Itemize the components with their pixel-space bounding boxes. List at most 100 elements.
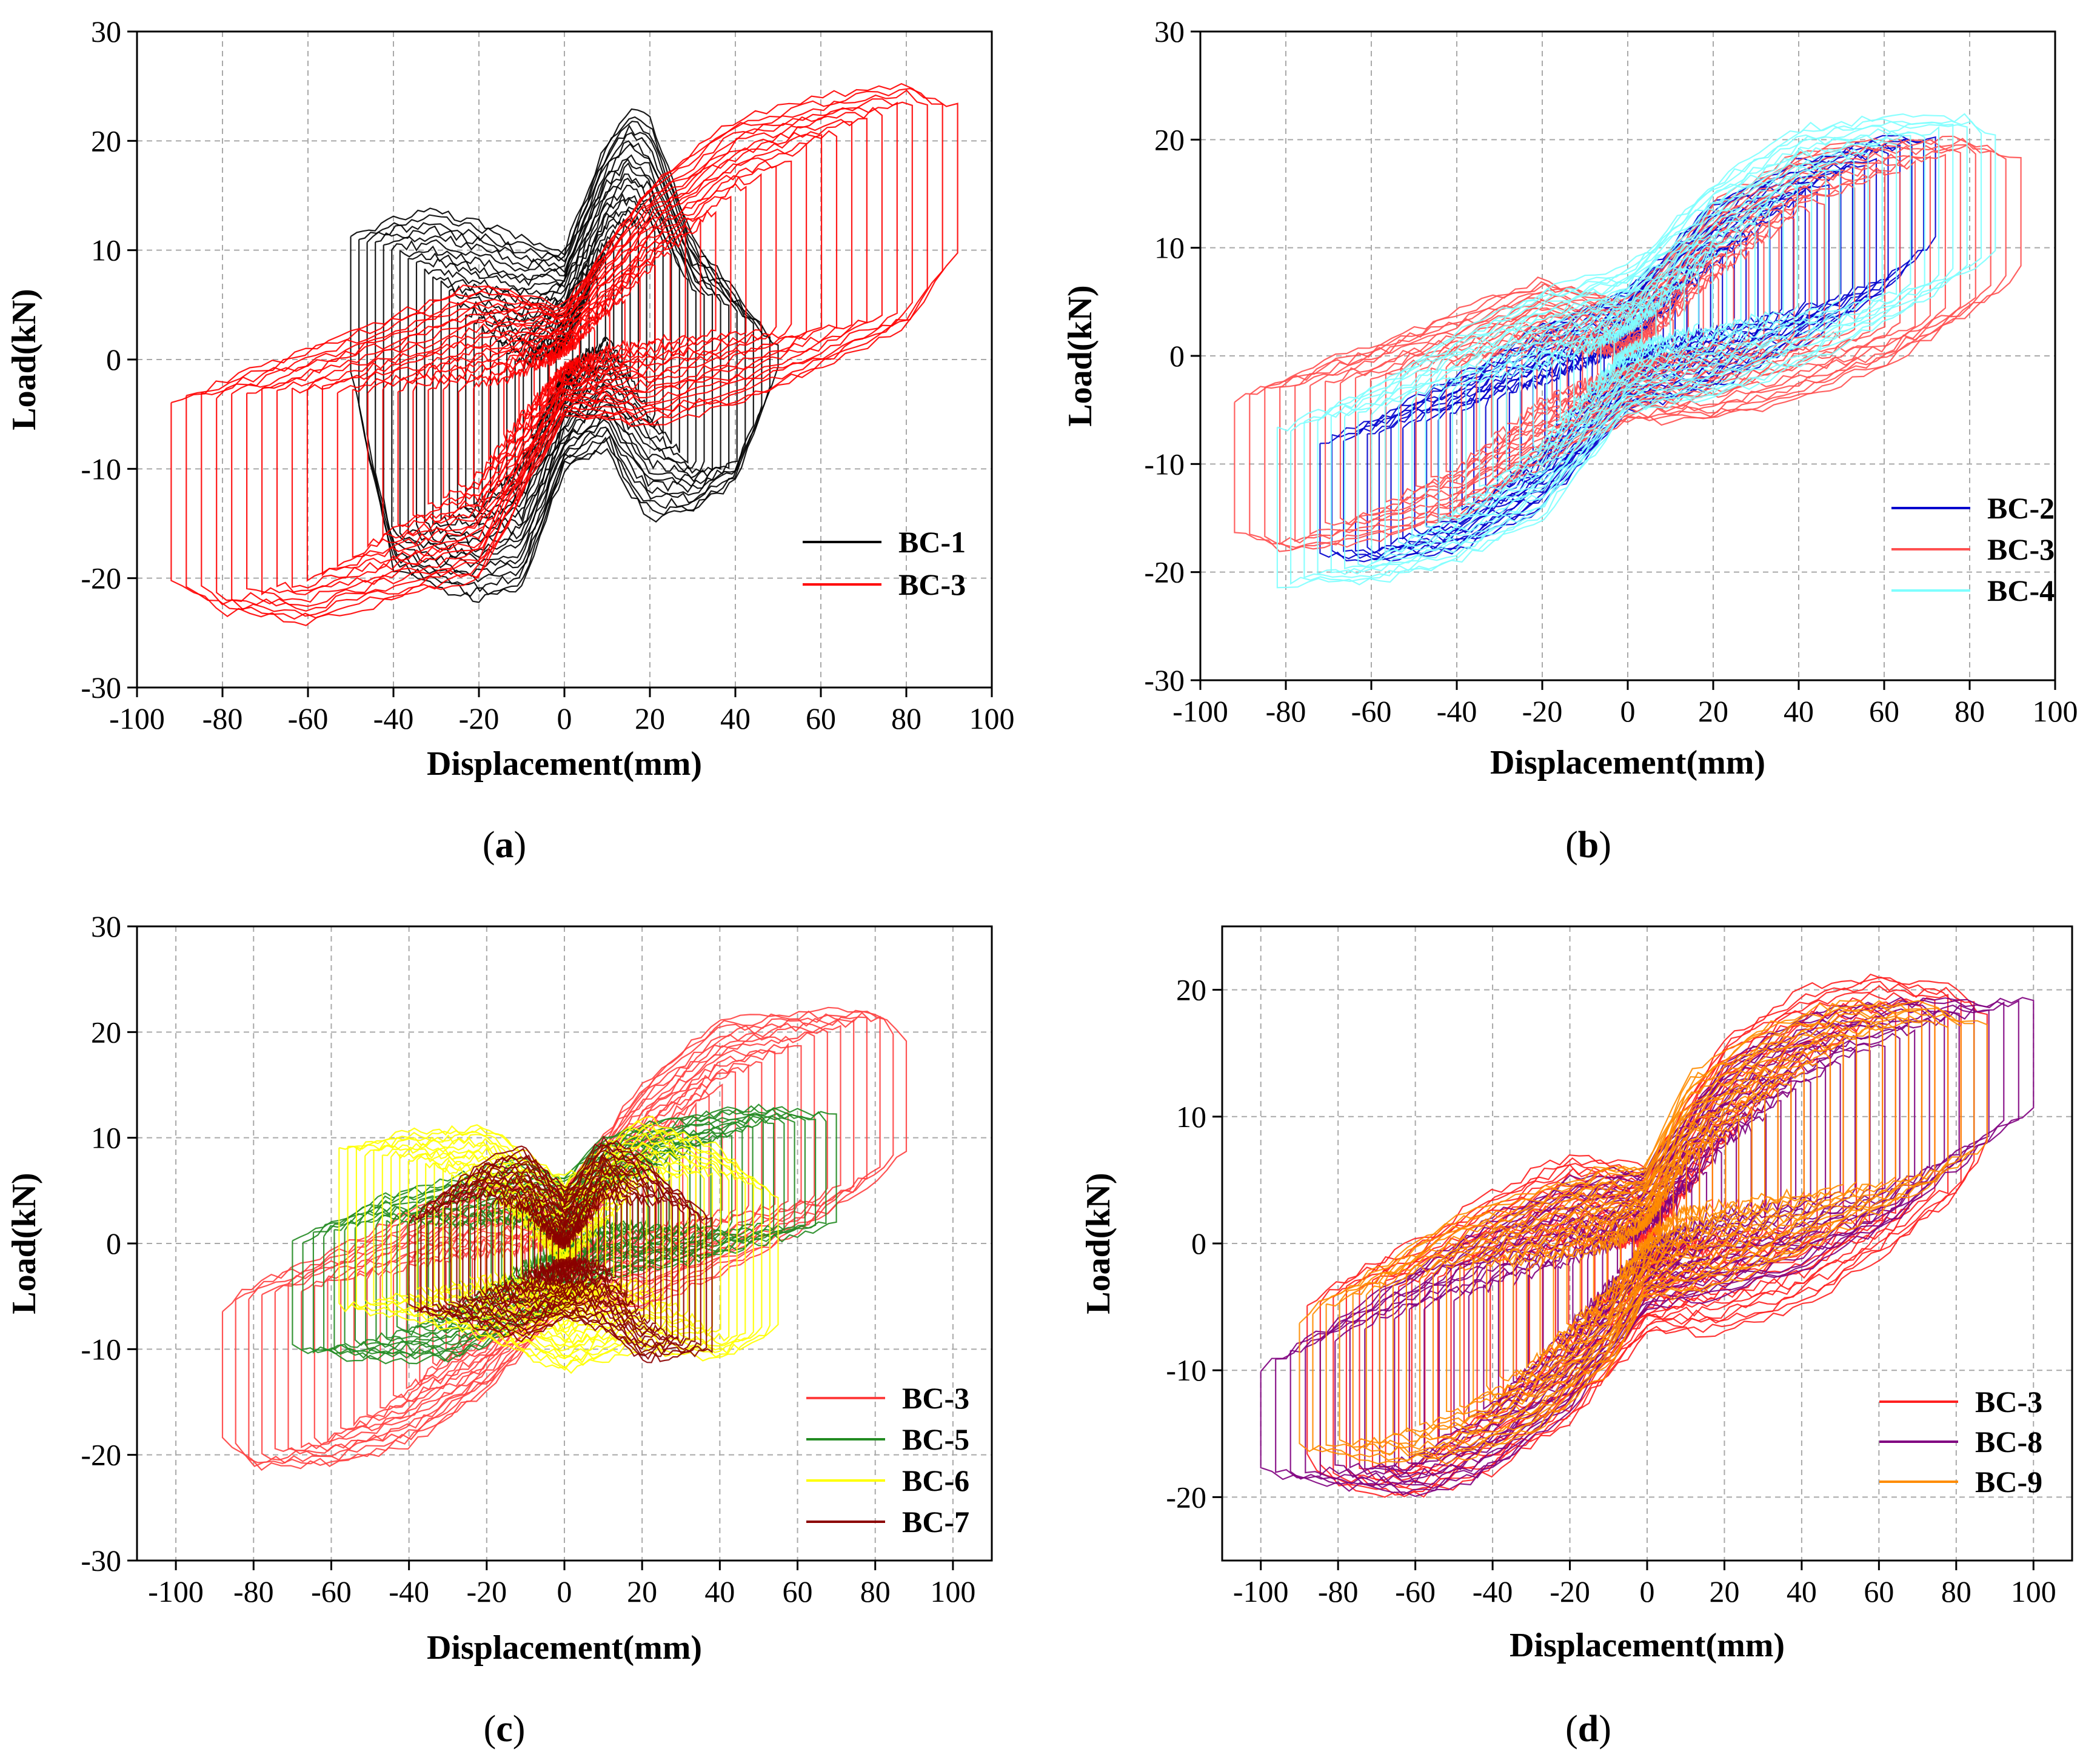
hysteresis-loop (1352, 1011, 1936, 1450)
x-axis-title: Displacement(mm) (427, 745, 702, 783)
x-tick-label: 40 (1784, 694, 1814, 728)
x-tick-label: 60 (1864, 1574, 1894, 1608)
hysteresis-loop (350, 108, 779, 603)
y-tick-label: 10 (1176, 1100, 1206, 1134)
hysteresis-loop (276, 121, 853, 593)
panel-letter: a (495, 825, 514, 866)
plot-area-c (221, 1006, 908, 1471)
hysteresis-loop (1275, 999, 2019, 1496)
hysteresis-loop (248, 1011, 881, 1464)
hysteresis-loop (306, 133, 823, 582)
y-tick-label: -10 (1166, 1353, 1206, 1387)
series-bc-3 (170, 82, 958, 626)
hysteresis-loop (1539, 1109, 1753, 1357)
hysteresis-loop (1289, 1001, 2005, 1490)
x-tick-label: -20 (1550, 1574, 1590, 1608)
y-tick-label: 10 (91, 233, 121, 267)
hysteresis-loop (170, 82, 958, 626)
hysteresis-loop (336, 160, 792, 567)
hysteresis-loop (462, 1162, 662, 1335)
hysteresis-loop (1325, 155, 1931, 526)
hysteresis-loop (1513, 1087, 1779, 1376)
x-tick-label: -60 (1351, 694, 1392, 728)
hysteresis-loop (1425, 165, 1841, 528)
panel-b: -100 -80 -60 -40 -20 0 20 40 60 80 100-30-20-10010… (1062, 15, 2078, 866)
plot-area-a (170, 82, 958, 626)
legend-label: BC-5 (902, 1422, 969, 1456)
hysteresis-loop (1379, 1019, 1910, 1446)
y-axis-title: Load(kN) (1080, 1173, 1117, 1314)
hysteresis-loop (246, 107, 883, 603)
hysteresis-loop (397, 195, 732, 527)
panel-caption: (b) (1565, 825, 1611, 866)
legend-d: BC-3 BC-8 BC-9 (1879, 1385, 2042, 1499)
hysteresis-loop (488, 277, 641, 463)
hysteresis-loop (1279, 144, 1976, 546)
hysteresis-loop (1451, 181, 1813, 516)
y-tick-label: -20 (1166, 1480, 1206, 1514)
y-tick-label: 20 (91, 1015, 121, 1049)
hysteresis-loop (523, 252, 606, 463)
y-tick-label: -20 (81, 561, 121, 595)
y-axis-title: Load(kN) (5, 289, 43, 430)
hysteresis-loop (312, 1108, 817, 1359)
x-tick-label: 60 (1869, 694, 1899, 728)
axes-b: -100 -80 -60 -40 -20 0 20 40 60 80 100-30-20-10010… (1144, 15, 2078, 728)
hysteresis-loop (1546, 256, 1713, 435)
y-tick-label: -20 (1144, 555, 1185, 589)
panel-caption: (c) (484, 1708, 526, 1750)
y-tick-label: 30 (91, 15, 121, 49)
y-tick-label: 0 (106, 1226, 121, 1260)
x-tick-label: 60 (806, 701, 836, 735)
y-tick-label: -10 (81, 452, 121, 486)
hysteresis-loop (1405, 1026, 1884, 1433)
hysteresis-loop (552, 1231, 577, 1270)
hysteresis-loop (1303, 121, 1968, 579)
legend-label: BC-3 (902, 1381, 969, 1415)
x-tick-label: -40 (1473, 1574, 1513, 1608)
x-tick-label: -40 (1437, 694, 1477, 728)
y-tick-label: 30 (91, 909, 121, 943)
hysteresis-loop (1473, 1059, 1818, 1402)
hysteresis-loop (392, 1071, 737, 1398)
hysteresis-loop (1290, 118, 1982, 585)
y-tick-label: 10 (1154, 231, 1185, 265)
series-bc-4 (1276, 113, 1996, 589)
hysteresis-loop (533, 326, 595, 401)
hysteresis-loop (292, 1103, 837, 1365)
hysteresis-loop (498, 1181, 628, 1299)
hysteresis-loop (503, 298, 626, 441)
x-tick-label: 20 (627, 1574, 657, 1608)
x-tick-label: 80 (891, 701, 921, 735)
y-tick-label: 10 (91, 1121, 121, 1155)
hysteresis-loop (1459, 1051, 1831, 1408)
hysteresis-loop (474, 1169, 650, 1325)
hysteresis-loop (1330, 125, 1940, 575)
y-tick-label: -10 (81, 1332, 121, 1366)
hysteresis-loop (1364, 1019, 1930, 1474)
x-tick-label: 80 (860, 1574, 891, 1608)
hysteresis-loop (1526, 1095, 1766, 1370)
y-tick-label: -30 (1144, 663, 1185, 697)
hysteresis-loop (458, 252, 671, 490)
hysteresis-loop (1354, 167, 1901, 520)
hysteresis-loop (1260, 996, 2035, 1497)
hysteresis-loop (407, 154, 721, 558)
x-axis-title: Displacement(mm) (1490, 744, 1765, 781)
hysteresis-loop (473, 264, 656, 480)
hysteresis-loop (355, 1123, 763, 1369)
hysteresis-loop (1325, 1004, 1962, 1457)
panel-caption: (d) (1565, 1708, 1611, 1750)
x-tick-label: -60 (311, 1574, 352, 1608)
x-tick-label: 20 (1698, 694, 1728, 728)
hysteresis-loop (1317, 122, 1954, 575)
hysteresis-loop (216, 98, 913, 612)
x-tick-label: -20 (1522, 694, 1563, 728)
y-tick-label: 0 (1191, 1226, 1206, 1260)
x-tick-label: -40 (389, 1574, 429, 1608)
hysteresis-loop (1369, 172, 1886, 513)
x-tick-label: 100 (2033, 694, 2078, 728)
series-bc-9 (1299, 999, 1988, 1465)
